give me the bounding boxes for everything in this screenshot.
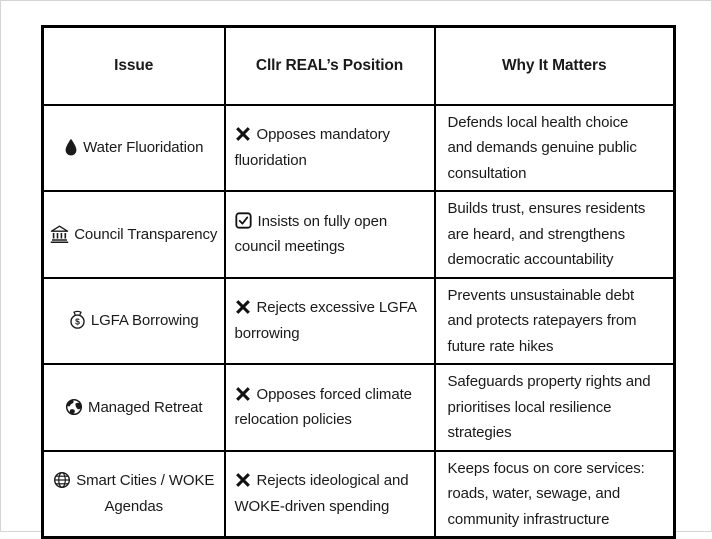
table-row: Water Fluoridation Opposes mandatory flu… <box>41 103 676 192</box>
cross-icon <box>235 126 251 142</box>
issue-label: Smart Cities / WOKE Agendas <box>76 472 215 515</box>
position-table: Issue Cllr REAL’s Position Why It Matter… <box>41 25 676 539</box>
issue-cell: Council Transparency <box>41 190 226 279</box>
table-row: Council Transparency Insists on fully op… <box>41 190 676 279</box>
why-cell: Prevents unsustainable debt and protects… <box>433 276 676 365</box>
issue-label: Managed Retreat <box>88 398 203 416</box>
checkbox-checked-icon <box>234 212 252 229</box>
issue-label: LGFA Borrowing <box>90 312 199 329</box>
position-cell: Opposes mandatory fluoridation <box>223 103 436 192</box>
table-row: Smart Cities / WOKE Agendas Rejects ideo… <box>41 449 676 539</box>
why-label: Keeps focus on core services: roads, wat… <box>447 459 645 528</box>
position-label: Opposes forced climate relocation polici… <box>234 385 412 429</box>
table-row: $ LGFA Borrowing Rejects excessive LGFA b… <box>41 276 676 365</box>
position-cell: Rejects ideological and WOKE-driven spen… <box>223 449 436 539</box>
droplet-icon <box>64 138 78 156</box>
issue-label: Council Transparency <box>74 225 218 243</box>
why-cell: Builds trust, ensures residents are hear… <box>433 190 676 279</box>
header-position: Cllr REAL’s Position <box>223 25 436 106</box>
issue-cell: Managed Retreat <box>41 363 226 452</box>
cross-icon <box>235 386 251 402</box>
money-bag-icon: $ <box>69 309 86 329</box>
svg-text:$: $ <box>75 317 80 327</box>
why-cell: Defends local health choice and demands … <box>433 103 676 192</box>
header-why: Why It Matters <box>433 25 676 106</box>
issue-cell: Smart Cities / WOKE Agendas <box>41 449 226 539</box>
globe-meridians-icon <box>53 471 71 489</box>
position-label: Opposes mandatory fluoridation <box>234 126 390 169</box>
position-cell: Rejects excessive LGFA borrowing <box>223 276 436 365</box>
why-label: Prevents unsustainable debt and protects… <box>447 286 637 355</box>
issue-cell: Water Fluoridation <box>41 103 226 192</box>
position-label: Rejects ideological and WOKE-driven spen… <box>234 472 409 515</box>
table-row: Managed Retreat Opposes forced climate r… <box>41 363 676 452</box>
why-label: Safeguards property rights and prioritis… <box>447 373 651 441</box>
position-cell: Insists on fully open council meetings <box>223 190 436 279</box>
position-label: Insists on fully open council meetings <box>234 212 388 256</box>
cross-icon <box>235 472 251 488</box>
header-issue: Issue <box>41 25 226 106</box>
why-cell: Keeps focus on core services: roads, wat… <box>433 449 676 539</box>
issue-cell: $ LGFA Borrowing <box>41 276 226 365</box>
cross-icon <box>235 299 251 315</box>
position-cell: Opposes forced climate relocation polici… <box>223 363 436 452</box>
bank-icon <box>50 225 69 243</box>
why-label: Defends local health choice and demands … <box>447 113 637 182</box>
header-row: Issue Cllr REAL’s Position Why It Matter… <box>41 25 676 106</box>
issue-label: Water Fluoridation <box>83 139 204 156</box>
globe-earth-icon <box>65 398 83 416</box>
position-label: Rejects excessive LGFA borrowing <box>234 299 417 342</box>
why-label: Builds trust, ensures residents are hear… <box>447 200 646 268</box>
why-cell: Safeguards property rights and prioritis… <box>433 363 676 452</box>
